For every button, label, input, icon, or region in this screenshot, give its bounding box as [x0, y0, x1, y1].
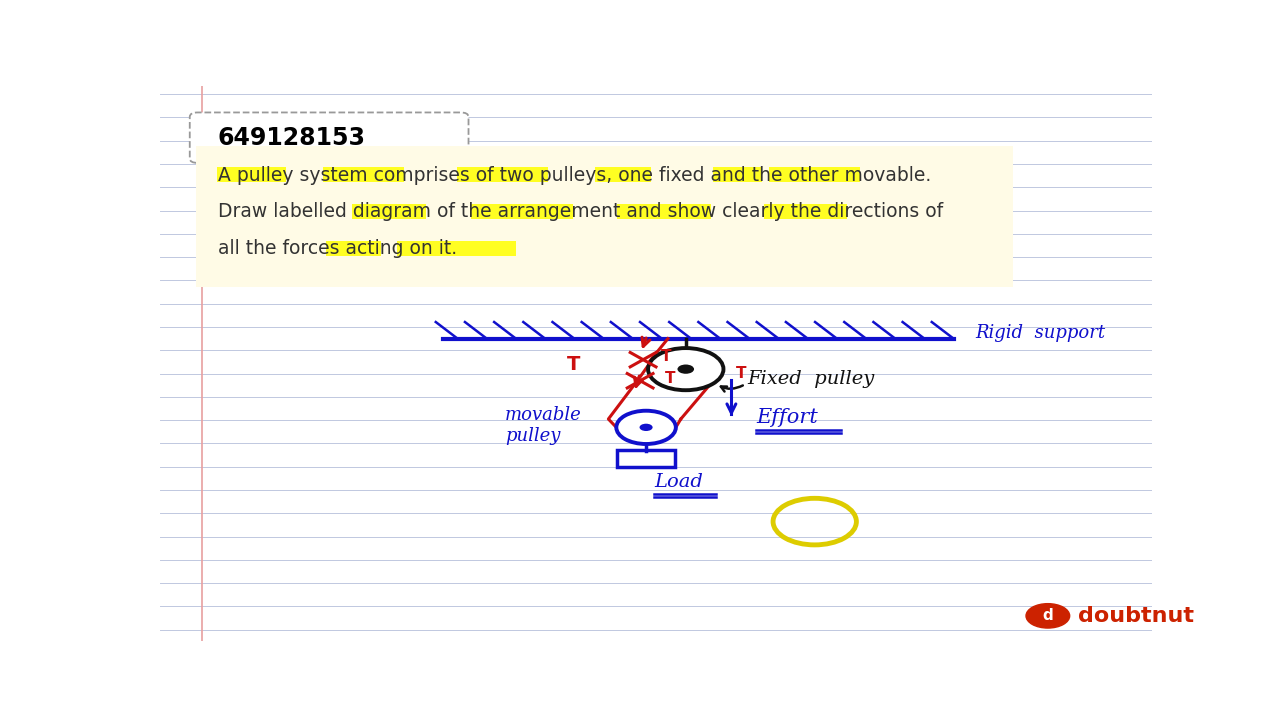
- FancyBboxPatch shape: [713, 167, 762, 182]
- Text: 649128153: 649128153: [218, 126, 366, 150]
- FancyBboxPatch shape: [325, 241, 381, 256]
- FancyBboxPatch shape: [595, 167, 652, 182]
- FancyBboxPatch shape: [323, 167, 404, 182]
- Text: doubtnut: doubtnut: [1078, 606, 1193, 626]
- FancyBboxPatch shape: [617, 204, 710, 219]
- Text: T: T: [567, 356, 580, 374]
- Text: pulley: pulley: [506, 427, 561, 445]
- FancyBboxPatch shape: [769, 167, 860, 182]
- FancyBboxPatch shape: [617, 449, 676, 467]
- Circle shape: [617, 410, 676, 444]
- Text: all the forces acting on it.: all the forces acting on it.: [218, 239, 457, 258]
- Circle shape: [640, 423, 653, 431]
- Text: d: d: [1042, 608, 1053, 624]
- Text: T: T: [660, 349, 671, 364]
- Circle shape: [1027, 603, 1070, 628]
- Circle shape: [648, 348, 723, 390]
- FancyBboxPatch shape: [471, 204, 572, 219]
- Text: movable: movable: [506, 405, 582, 423]
- Text: Fixed  pulley: Fixed pulley: [748, 369, 874, 387]
- FancyBboxPatch shape: [196, 146, 1014, 287]
- Text: A pulley system comprises of two pulleys, one fixed and the other movable.: A pulley system comprises of two pulleys…: [218, 166, 931, 184]
- Text: Draw labelled diagram of the arrangement and show clearly the directions of: Draw labelled diagram of the arrangement…: [218, 202, 942, 220]
- FancyBboxPatch shape: [216, 167, 285, 182]
- FancyBboxPatch shape: [397, 241, 516, 256]
- Circle shape: [677, 364, 694, 374]
- FancyBboxPatch shape: [352, 204, 426, 219]
- FancyBboxPatch shape: [457, 167, 548, 182]
- Text: Load: Load: [654, 473, 703, 491]
- Text: T: T: [736, 366, 746, 381]
- Text: Rigid  support: Rigid support: [975, 324, 1106, 342]
- Text: T: T: [664, 371, 675, 386]
- FancyBboxPatch shape: [189, 112, 468, 163]
- FancyBboxPatch shape: [764, 204, 847, 219]
- Text: Effort: Effort: [756, 408, 818, 427]
